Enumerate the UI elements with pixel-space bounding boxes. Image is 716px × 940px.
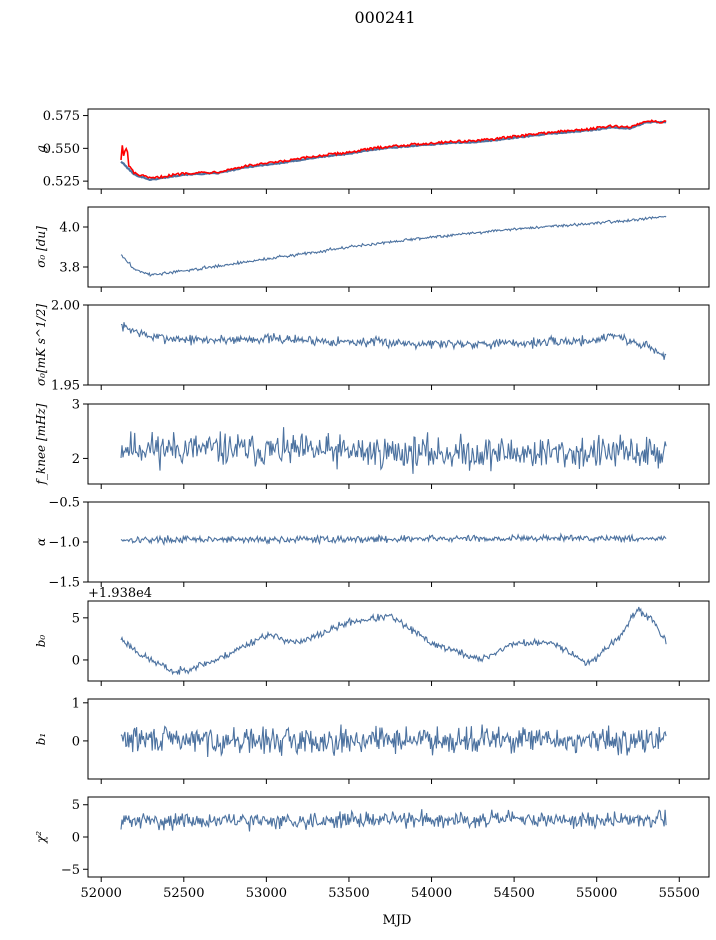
panel-fknee: 2 3 f_knee [mHz] xyxy=(34,398,710,486)
b0-offset-text: +1.938e4 xyxy=(88,586,152,601)
y-tick-label: 0 xyxy=(72,653,80,668)
y-axis-label: f_knee [mHz] xyxy=(34,403,48,485)
x-tick-label: 53500 xyxy=(328,886,369,901)
y-axis-label: α xyxy=(34,538,48,546)
x-tick-label: 55500 xyxy=(659,886,700,901)
y-axis-label: b₁ xyxy=(34,733,48,746)
panel-sigma0_du: 3.8 4.0 σ₀ [du] xyxy=(34,206,710,288)
axes-frame xyxy=(87,108,710,190)
panel-g: 0.525 0.550 0.575 g xyxy=(34,108,710,190)
x-tick-label: 54500 xyxy=(493,886,534,901)
x-tick-label: 52500 xyxy=(163,886,204,901)
y-tick-label: 5 xyxy=(72,611,80,626)
axes-frame xyxy=(87,698,710,780)
panel-chi2: −5 0 5 χ² xyxy=(34,796,710,878)
y-axis-label: χ² xyxy=(34,831,48,844)
series-line xyxy=(120,809,667,832)
series-line xyxy=(120,322,667,360)
y-tick-label: 0.575 xyxy=(43,109,80,124)
y-tick-label: 1 xyxy=(72,696,80,711)
y-tick-label: 5 xyxy=(72,798,80,813)
y-tick-label: 0.550 xyxy=(43,142,80,157)
axes-frame xyxy=(87,206,710,288)
series-line xyxy=(120,215,667,277)
figure-title: 000241 xyxy=(354,8,415,27)
series-line xyxy=(120,532,667,547)
series-line xyxy=(120,427,667,474)
y-tick-label: −5 xyxy=(61,863,80,878)
series-line xyxy=(120,724,667,758)
y-tick-label: 2.00 xyxy=(51,299,80,314)
axes-frame xyxy=(87,403,710,485)
y-tick-label: −0.5 xyxy=(48,496,80,511)
x-tick-label: 54000 xyxy=(411,886,452,901)
y-tick-label: −1.5 xyxy=(48,576,80,591)
y-tick-label: 0 xyxy=(72,734,80,749)
y-tick-label: 0.525 xyxy=(43,175,80,190)
series-line xyxy=(120,119,667,180)
y-axis-label: σ₀ [du] xyxy=(34,226,48,268)
series-line xyxy=(120,606,667,676)
panel-b1: 0 1 b₁ xyxy=(34,696,710,780)
axes-frame xyxy=(87,600,710,682)
y-axis-label: b₀ xyxy=(34,635,48,648)
x-tick-label: 55000 xyxy=(576,886,617,901)
axes-frame xyxy=(87,796,710,878)
panel-alpha: −1.5 −1.0 −0.5 α xyxy=(34,496,710,591)
y-tick-label: 1.95 xyxy=(51,379,80,394)
y-tick-label: 4.0 xyxy=(59,221,80,236)
y-tick-label: 0 xyxy=(72,831,80,846)
y-axis-label: g xyxy=(34,145,48,153)
panel-b0: 0 5 b₀ xyxy=(34,600,710,682)
x-tick-label: 53000 xyxy=(246,886,287,901)
y-tick-label: −1.0 xyxy=(48,536,80,551)
x-tick-label: 52000 xyxy=(81,886,122,901)
axes-frame xyxy=(87,304,710,386)
y-tick-label: 3.8 xyxy=(59,261,80,276)
y-axis-label: σ₀[mK s^1/2] xyxy=(34,304,48,386)
y-tick-label: 3 xyxy=(72,398,80,413)
x-axis-label: MJD xyxy=(383,913,412,928)
y-tick-label: 2 xyxy=(72,452,80,467)
